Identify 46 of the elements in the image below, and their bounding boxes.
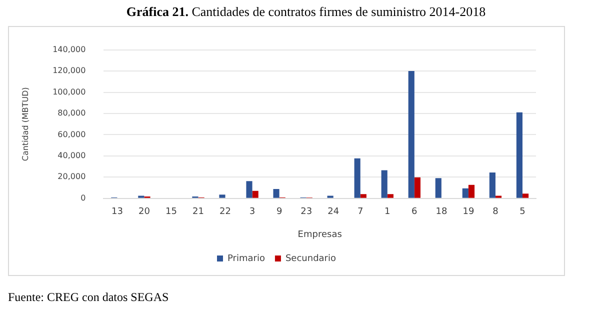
bar bbox=[462, 188, 468, 198]
bar bbox=[468, 184, 475, 198]
x-tick-label: 13 bbox=[111, 207, 123, 218]
bar bbox=[387, 194, 394, 198]
x-tick-label: 20 bbox=[138, 207, 150, 218]
x-tick-label: 19 bbox=[462, 207, 474, 218]
x-tick-label: 6 bbox=[412, 207, 418, 218]
y-tick-label: 80,000 bbox=[58, 108, 86, 118]
y-tick-label: 20,000 bbox=[58, 172, 86, 182]
y-tick-label: 140,000 bbox=[52, 44, 86, 54]
bar bbox=[354, 158, 360, 198]
x-axis-title: Empresas bbox=[298, 230, 342, 240]
bar bbox=[360, 194, 366, 198]
bar bbox=[489, 172, 496, 198]
x-tick-label: 3 bbox=[249, 207, 256, 218]
bar bbox=[435, 178, 442, 198]
bar bbox=[246, 181, 252, 198]
x-tick-label: 9 bbox=[276, 207, 282, 218]
legend-label: Secundario bbox=[285, 254, 336, 264]
bar bbox=[219, 194, 226, 198]
legend-label: Primario bbox=[228, 254, 266, 264]
y-tick-label: 120,000 bbox=[52, 66, 86, 76]
x-tick-label: 24 bbox=[328, 207, 340, 218]
bar bbox=[522, 194, 529, 198]
x-tick-label: 7 bbox=[358, 207, 364, 218]
x-tick-label: 15 bbox=[166, 207, 177, 218]
y-tick-label: 100,000 bbox=[52, 87, 86, 96]
bar bbox=[381, 170, 388, 198]
bar bbox=[516, 112, 522, 198]
y-tick-label: 40,000 bbox=[58, 151, 86, 160]
y-tick-label: 60,000 bbox=[58, 130, 86, 139]
bar bbox=[408, 71, 414, 198]
bar bbox=[414, 177, 420, 198]
y-tick-label: 0 bbox=[80, 193, 86, 202]
source-note: Fuente: CREG con datos SEGAS bbox=[8, 290, 170, 305]
chart-title: Gráfica 21. Cantidades de contratos firmes de suministro 2014-2018 bbox=[126, 4, 486, 19]
y-axis-title: Cantidad (MBTUD) bbox=[20, 87, 30, 162]
bar bbox=[252, 190, 258, 198]
x-tick-label: 18 bbox=[436, 207, 448, 218]
x-tick-label: 5 bbox=[520, 207, 526, 218]
x-tick-label: 21 bbox=[192, 207, 204, 218]
x-tick-label: 8 bbox=[492, 207, 499, 218]
x-tick-label: 1 bbox=[384, 207, 390, 218]
x-tick-label: 23 bbox=[300, 207, 312, 218]
bar bbox=[273, 188, 280, 198]
x-tick-label: 22 bbox=[220, 207, 231, 218]
